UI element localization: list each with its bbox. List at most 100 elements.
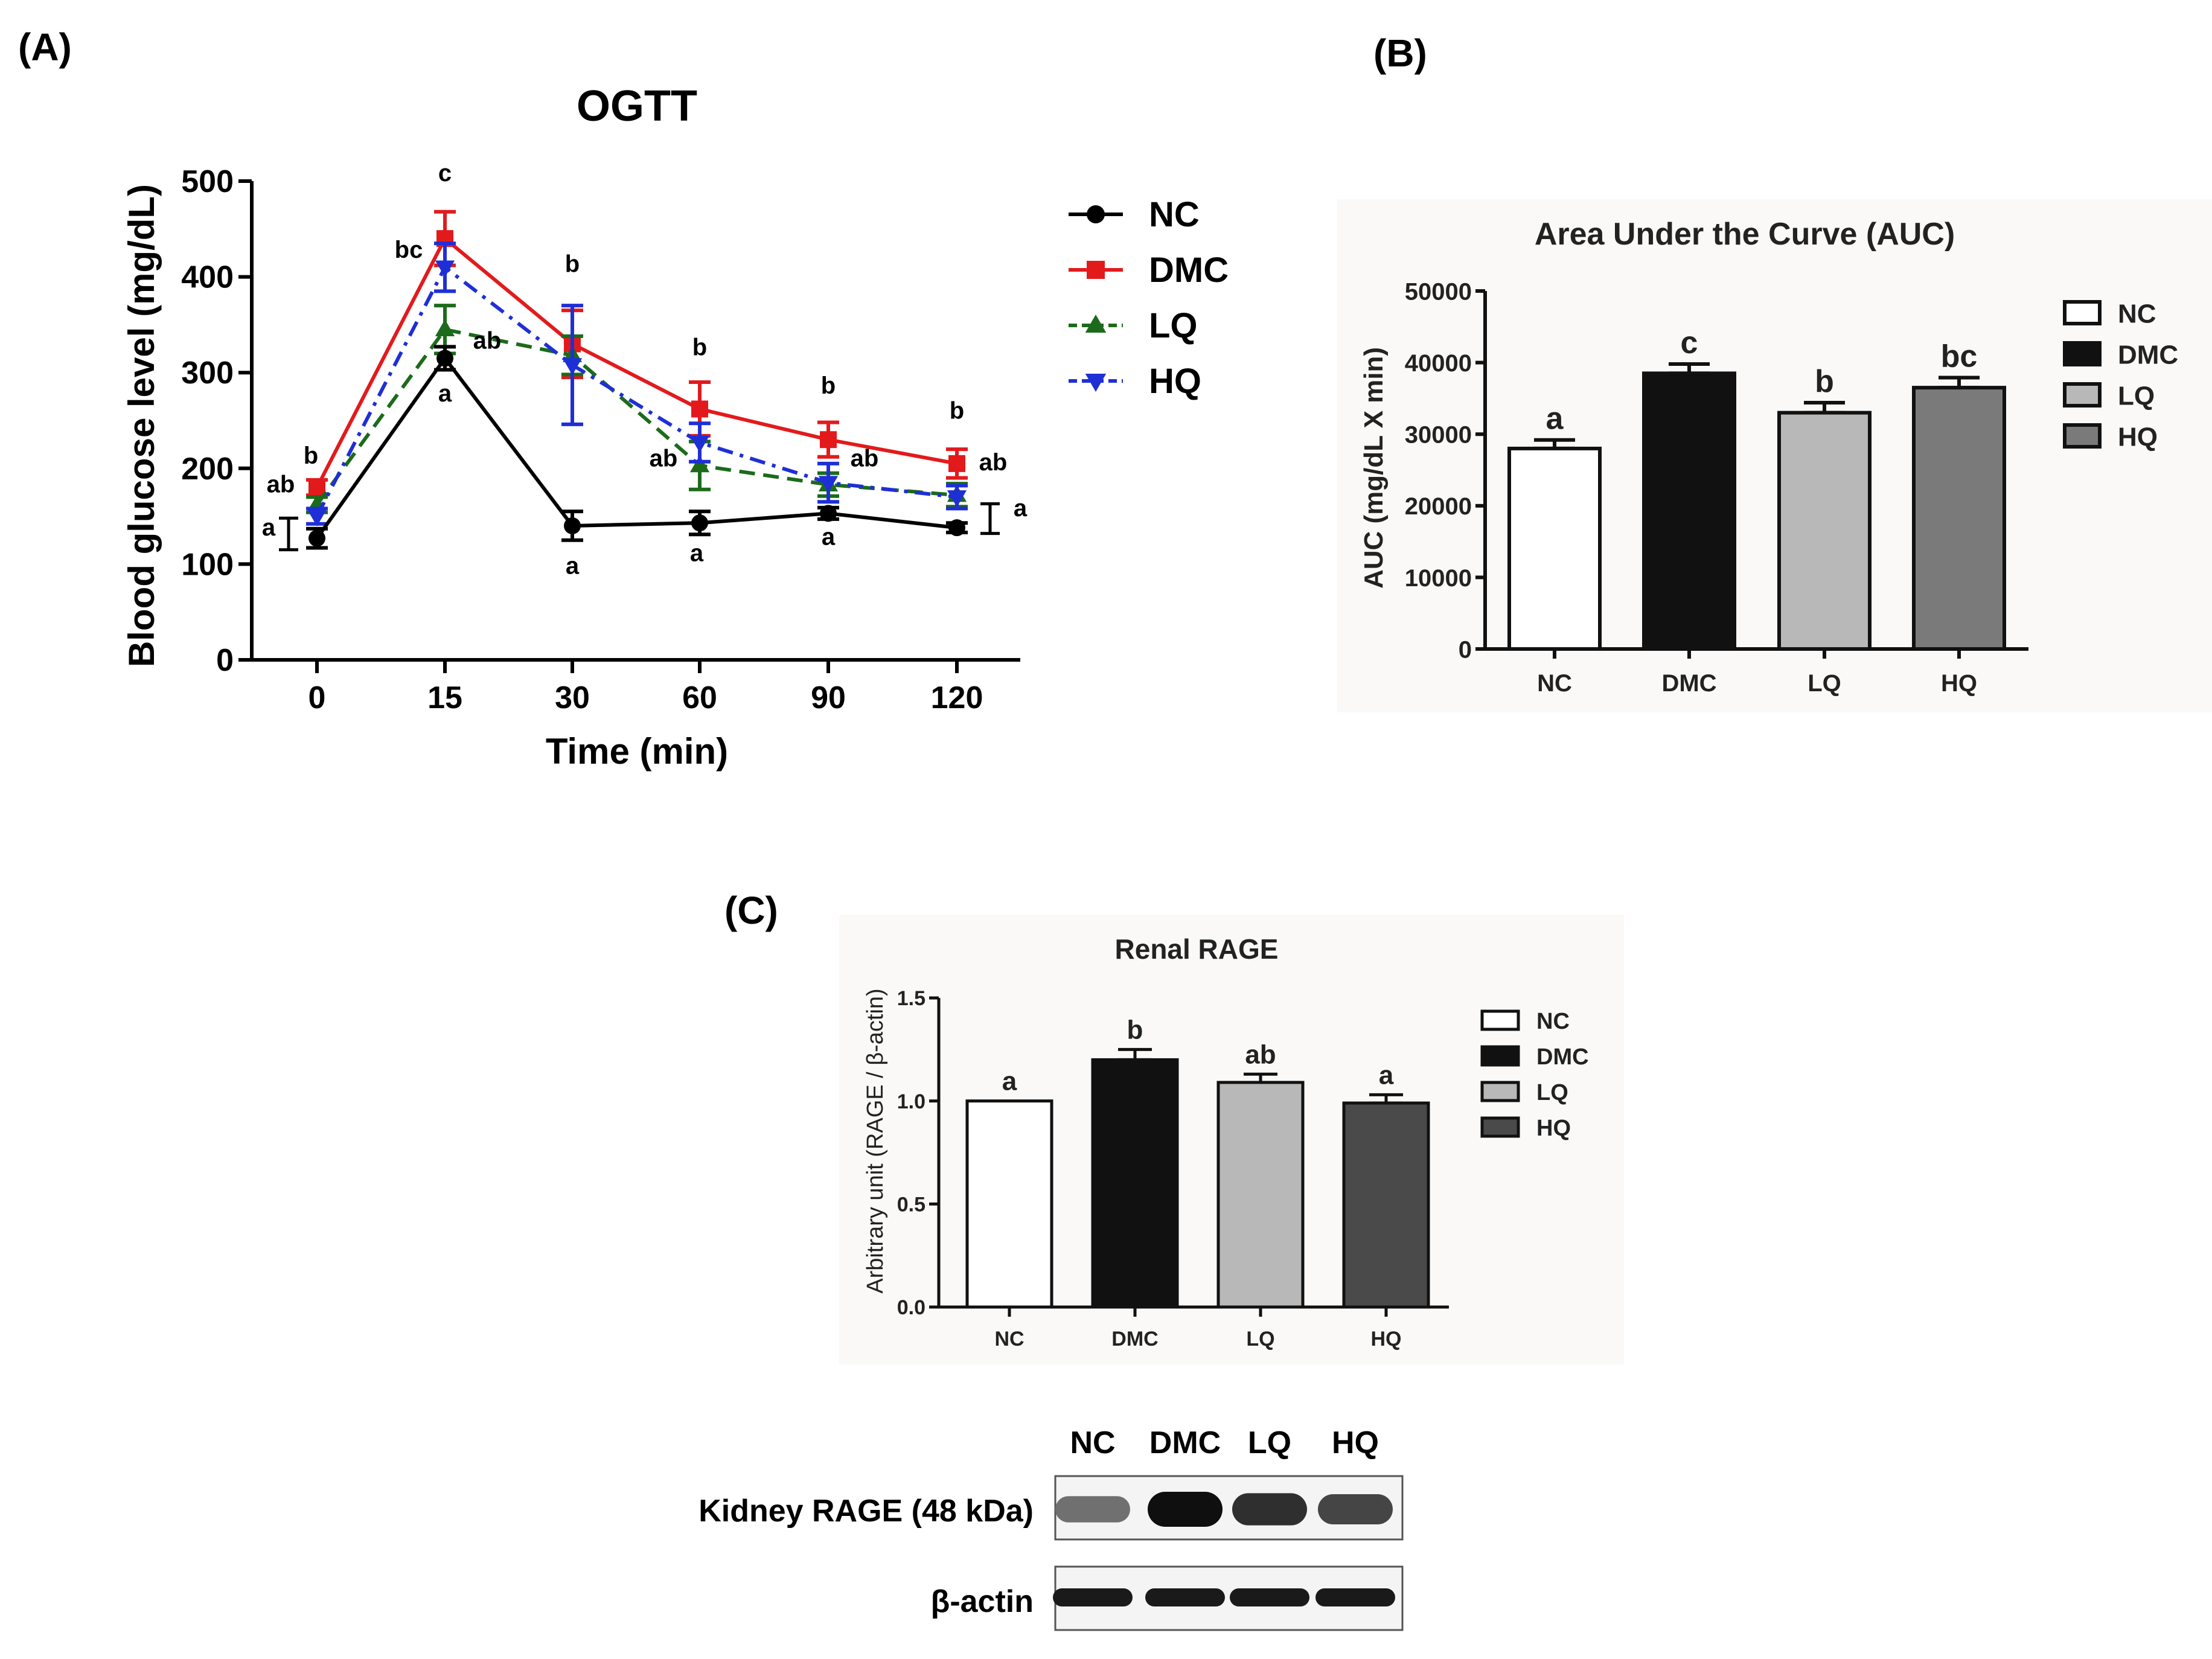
ogtt-significance-letter: ab <box>267 471 295 497</box>
ogtt-significance-letter: ab <box>979 449 1008 476</box>
ogtt-y-tick-label: 500 <box>181 164 234 199</box>
ogtt-line-dmc <box>315 235 957 488</box>
ogtt-significance-letter: c <box>438 160 452 187</box>
blot-lane-label: DMC <box>1149 1425 1221 1460</box>
ogtt-significance-letter: b <box>821 372 836 399</box>
ogtt-point-lq <box>435 319 455 337</box>
ogtt-significance-letter: ab <box>650 446 678 472</box>
ogtt-point-hq <box>435 260 455 278</box>
ogtt-title: OGTT <box>577 82 697 130</box>
ogtt-point-hq <box>818 476 839 493</box>
rage-letter: a <box>1379 1060 1394 1090</box>
ogtt-point-dmc <box>691 400 708 418</box>
ogtt-y-tick-label: 400 <box>181 260 234 295</box>
panel-label-a: (A) <box>18 25 72 69</box>
auc-chart: Area Under the Curve (AUC) AUC (mg/dL X … <box>1359 217 2178 697</box>
ogtt-y-tick-label: 200 <box>181 452 234 487</box>
auc-x-tick-label: NC <box>1537 670 1572 697</box>
ogtt-series-group <box>279 209 1000 552</box>
rage-y-tick-label: 0.5 <box>897 1194 925 1216</box>
auc-legend-swatch <box>2063 423 2102 449</box>
rage-letter: a <box>1002 1067 1017 1096</box>
auc-x-tick-label: DMC <box>1661 670 1716 697</box>
blot-bands <box>1053 1492 1395 1606</box>
ogtt-legend-marker <box>1085 374 1107 392</box>
auc-legend-label: HQ <box>2118 422 2158 452</box>
ogtt-y-tick-label: 100 <box>181 547 234 582</box>
rage-legend: NC DMC LQ HQ <box>1480 1009 1589 1141</box>
ogtt-y-tick-label: 300 <box>181 356 234 391</box>
auc-legend-entry-dmc: DMC <box>2063 340 2178 369</box>
rage-y-tick-label: 0.0 <box>897 1296 925 1319</box>
rage-bar-lq <box>1216 1081 1305 1309</box>
auc-letter: c <box>1681 325 1698 360</box>
ogtt-significance-letter: a <box>262 514 276 541</box>
blot-lane-label: HQ <box>1332 1425 1379 1460</box>
ogtt-line-lq <box>315 327 957 506</box>
ogtt-point-lq <box>689 455 710 473</box>
ogtt-significance-letter: a <box>822 524 836 551</box>
ogtt-series-lq <box>306 304 968 514</box>
ogtt-legend-entry-hq: HQ <box>1069 362 1201 401</box>
ogtt-point-hq <box>307 509 327 526</box>
ogtt-significance-letter: b <box>950 397 964 424</box>
blot-actin-band <box>1315 1588 1395 1606</box>
rage-x-tick-label: HQ <box>1371 1328 1402 1351</box>
auc-legend-label: LQ <box>2118 381 2155 411</box>
auc-legend-entry-lq: LQ <box>2063 381 2155 411</box>
rage-y-tick-label: 1.5 <box>897 987 925 1010</box>
auc-letter: b <box>1815 364 1834 399</box>
blot-lane-label: NC <box>1070 1425 1115 1460</box>
ogtt-significance-letter: a <box>566 552 580 579</box>
ogtt-significance-letter: b <box>304 443 318 469</box>
ogtt-significance-letter: ab <box>473 328 502 354</box>
blot-rage-label: Kidney RAGE (48 kDa) <box>698 1494 1034 1529</box>
blot-actin-label: β-actin <box>931 1584 1034 1619</box>
rage-y-tick-label: 1.0 <box>897 1090 925 1113</box>
auc-legend: NC DMC LQ HQ <box>2063 299 2178 452</box>
ogtt-series-hq <box>306 241 968 526</box>
ogtt-point-nc <box>436 350 453 367</box>
ogtt-x-label: Time (min) <box>546 731 728 772</box>
auc-legend-entry-hq: HQ <box>2063 422 2158 452</box>
auc-bar-nc <box>1507 446 1602 651</box>
rage-legend-label: NC <box>1536 1009 1570 1034</box>
ogtt-point-nc <box>948 519 965 537</box>
rage-legend-entry-lq: LQ <box>1480 1080 1568 1105</box>
auc-x-tick-label: LQ <box>1808 670 1841 697</box>
ogtt-legend-label: LQ <box>1149 306 1198 345</box>
rage-bars: a NC b DMC ab LQ a HQ <box>965 1015 1430 1351</box>
ogtt-significance-letter: ab <box>851 446 879 472</box>
rage-bar-dmc <box>1091 1058 1179 1309</box>
auc-legend-swatch <box>2063 300 2102 325</box>
auc-legend-label: NC <box>2118 299 2156 328</box>
ogtt-series-nc <box>306 345 968 550</box>
blot-rage-band <box>1232 1493 1307 1526</box>
rage-legend-swatch <box>1480 1116 1520 1138</box>
auc-panel-background <box>1337 199 2212 712</box>
auc-y-tick-label: 50000 <box>1405 278 1472 305</box>
ogtt-legend-marker <box>1087 261 1105 279</box>
auc-letter: bc <box>1941 339 1978 374</box>
auc-bars: a NC c DMC b LQ bc HQ <box>1507 325 2006 697</box>
rage-legend-swatch <box>1480 1081 1520 1102</box>
ogtt-x-tick-label: 0 <box>308 680 326 715</box>
rage-letter: ab <box>1245 1040 1276 1069</box>
rage-x-tick-label: LQ <box>1246 1328 1274 1351</box>
ogtt-point-hq <box>562 358 583 376</box>
rage-y-label: Arbitrary unit (RAGE / β-actin) <box>863 988 888 1293</box>
ogtt-point-nc <box>564 517 581 534</box>
rage-legend-swatch <box>1480 1009 1520 1031</box>
ogtt-legend-entry-lq: LQ <box>1069 306 1198 345</box>
auc-y-tick-label: 10000 <box>1405 565 1472 592</box>
rage-legend-entry-hq: HQ <box>1480 1116 1571 1141</box>
auc-y-tick-label: 20000 <box>1405 493 1472 520</box>
ogtt-significance-letter: b <box>692 334 707 361</box>
blot-actin-band <box>1230 1588 1309 1606</box>
rage-chart: Renal RAGE Arbitrary unit (RAGE / β-acti… <box>863 933 1589 1351</box>
panel-label-b: (B) <box>1373 31 1427 75</box>
western-blot: NC DMC LQ HQ Kidney RAGE (48 kDa) β-actin <box>698 1425 1404 1631</box>
ogtt-point-dmc <box>308 479 325 496</box>
ogtt-point-nc <box>820 505 837 522</box>
